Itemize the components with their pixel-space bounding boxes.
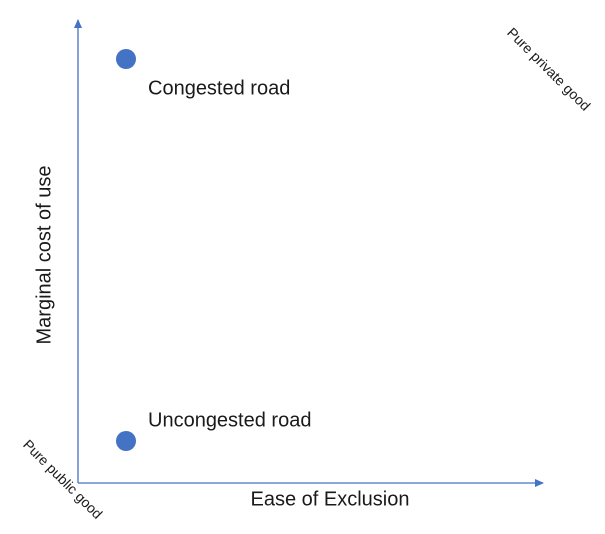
corner-label: Pure public good — [20, 436, 106, 522]
point — [116, 49, 136, 69]
x-axis-label: Ease of Exclusion — [251, 488, 410, 510]
point-label: Uncongested road — [148, 409, 311, 431]
point — [116, 431, 136, 451]
corner-label: Pure private good — [504, 24, 593, 113]
point-label: Congested road — [148, 77, 290, 99]
y-axis-label: Marginal cost of use — [33, 166, 55, 345]
